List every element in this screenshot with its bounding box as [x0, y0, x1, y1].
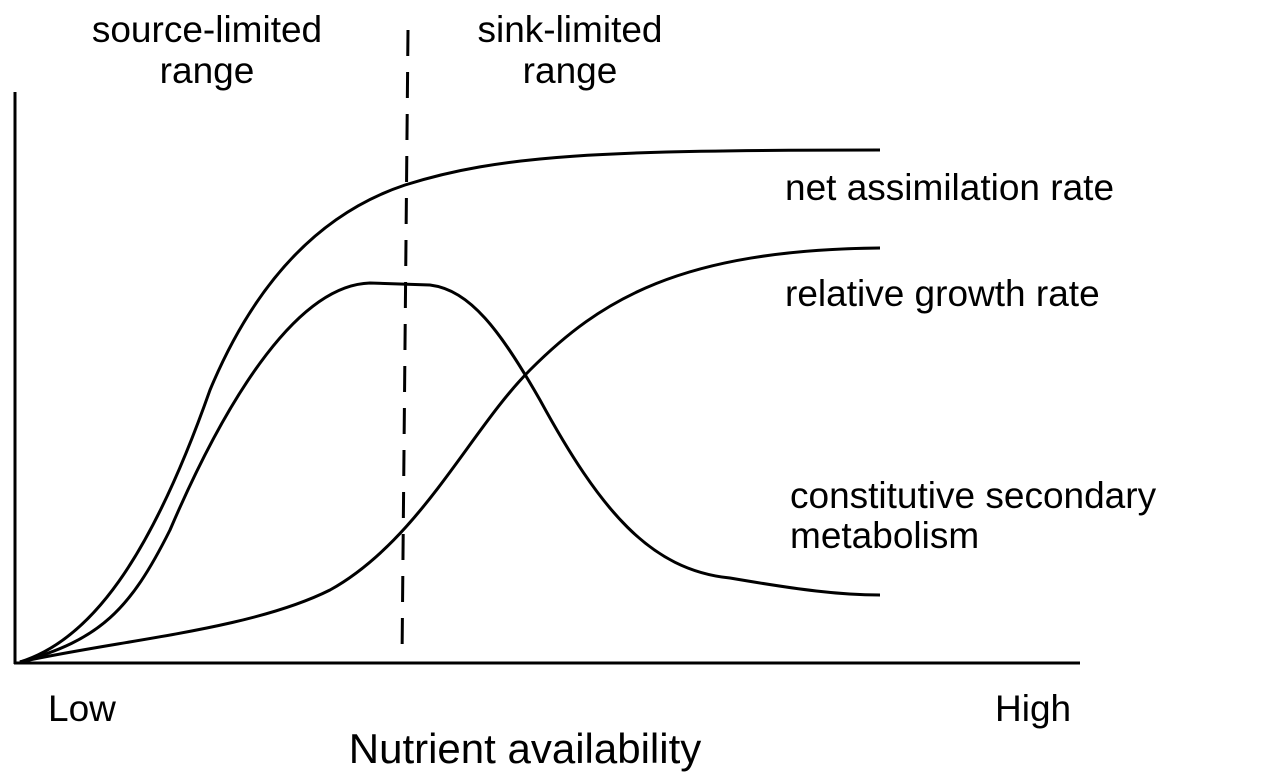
curve-label: net assimilation rate: [785, 167, 1114, 208]
region-label: range: [523, 50, 618, 91]
region-label: source-limited: [92, 9, 322, 50]
curve-label: relative growth rate: [785, 273, 1100, 314]
net-assimilation-curve: [19, 148, 881, 664]
x-high-label: High: [995, 688, 1071, 729]
x-low-label: Low: [48, 688, 116, 729]
range-divider: [400, 29, 410, 661]
secondary-metabolism-curve: [19, 246, 881, 664]
curve-label: metabolism: [790, 515, 979, 556]
curve-label: constitutive secondary: [790, 475, 1157, 516]
x-axis-title: Nutrient availability: [349, 725, 702, 772]
region-label: sink-limited: [477, 9, 662, 50]
region-label: range: [160, 50, 255, 91]
relative-growth-curve: [19, 281, 881, 664]
